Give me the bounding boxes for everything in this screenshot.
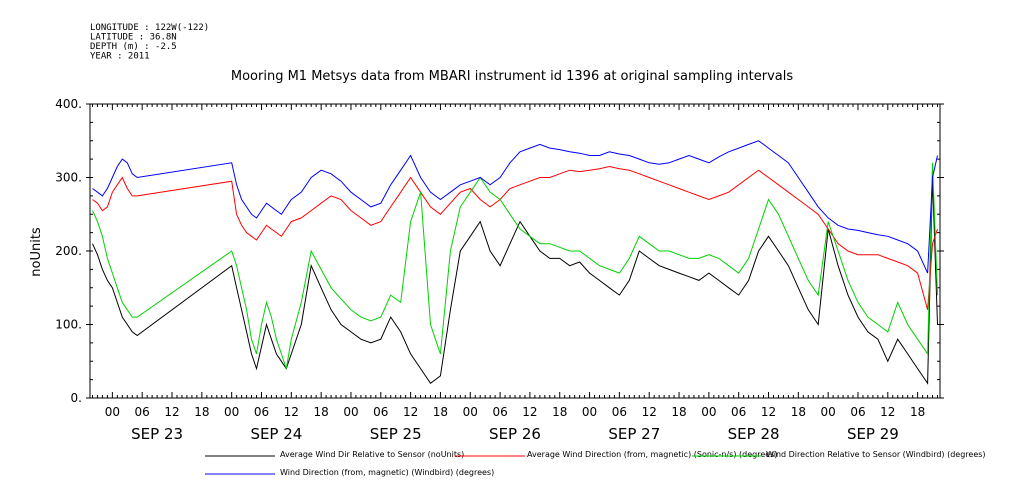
plot-axes: 0. 100. 200. 300. 400. 00 06 12 18 00 06 12 18 00 06 12…	[55, 97, 944, 443]
legend-label-4: Wind Direction (from, magnetic) (Windbir…	[280, 468, 494, 477]
legend-label-2: Average Wind Direction (from, magnetic) …	[527, 450, 777, 459]
x-tick-label: 18	[433, 405, 448, 419]
x-tick-label: 12	[761, 405, 776, 419]
metadata-line: DEPTH (m) : -2.5	[90, 42, 177, 52]
x-tick-label: 18	[552, 405, 567, 419]
series-line-4	[92, 140, 938, 274]
x-tick-label: 12	[880, 405, 895, 419]
plot-area	[92, 140, 938, 385]
x-tick-label: 06	[135, 405, 150, 419]
series-line-2	[92, 165, 938, 310]
x-tick-label: 06	[612, 405, 627, 419]
x-tick-label: 18	[910, 405, 925, 419]
x-tick-label: 12	[642, 405, 657, 419]
x-tick-label: 18	[791, 405, 806, 419]
x-tick-label: 12	[284, 405, 299, 419]
metadata-block: LONGITUDE : 122W(-122)LATITUDE : 36.8NDE…	[90, 23, 209, 62]
x-tick-label: 18	[671, 405, 686, 419]
x-day-label: SEP 29	[847, 425, 899, 443]
series-line-3	[92, 162, 938, 369]
y-tick-label: 100.	[55, 318, 82, 332]
x-day-label: SEP 28	[728, 425, 780, 443]
x-tick-label: 06	[731, 405, 746, 419]
legend: Average Wind Dir Relative to Sensor (noU…	[205, 450, 986, 477]
y-axis-label: noUnits	[29, 227, 44, 277]
x-day-label: SEP 24	[250, 425, 302, 443]
x-tick-label: 00	[343, 405, 358, 419]
legend-label-1: Average Wind Dir Relative to Sensor (noU…	[280, 450, 464, 459]
x-day-label: SEP 23	[131, 425, 183, 443]
x-tick-label: 00	[821, 405, 836, 419]
x-tick-label: 12	[164, 405, 179, 419]
x-tick-label: 06	[254, 405, 269, 419]
x-tick-label: 12	[403, 405, 418, 419]
x-day-label: SEP 27	[608, 425, 660, 443]
metadata-line: LATITUDE : 36.8N	[90, 33, 177, 43]
y-tick-label: 200.	[55, 244, 82, 258]
x-tick-label: 06	[850, 405, 865, 419]
legend-label-3: Wind Direction Relative to Sensor (Windb…	[766, 450, 986, 459]
metadata-line: YEAR : 2011	[90, 52, 150, 62]
y-tick-label: 300.	[55, 171, 82, 185]
x-tick-label: 00	[582, 405, 597, 419]
x-tick-label: 06	[492, 405, 507, 419]
x-tick-label: 00	[105, 405, 120, 419]
x-tick-label: 12	[522, 405, 537, 419]
x-tick-label: 18	[313, 405, 328, 419]
y-tick-label: 400.	[55, 97, 82, 111]
x-tick-label: 00	[463, 405, 478, 419]
x-day-label: SEP 25	[370, 425, 422, 443]
x-tick-label: 06	[373, 405, 388, 419]
x-tick-label: 00	[701, 405, 716, 419]
y-tick-label: 0.	[71, 391, 82, 405]
x-day-label: SEP 26	[489, 425, 541, 443]
metadata-line: LONGITUDE : 122W(-122)	[90, 23, 209, 33]
x-tick-label: 18	[194, 405, 209, 419]
x-tick-label: 00	[224, 405, 239, 419]
plot-frame	[89, 103, 941, 399]
series-line-1	[92, 177, 938, 385]
chart-title: Mooring M1 Metsys data from MBARI instru…	[231, 69, 793, 84]
